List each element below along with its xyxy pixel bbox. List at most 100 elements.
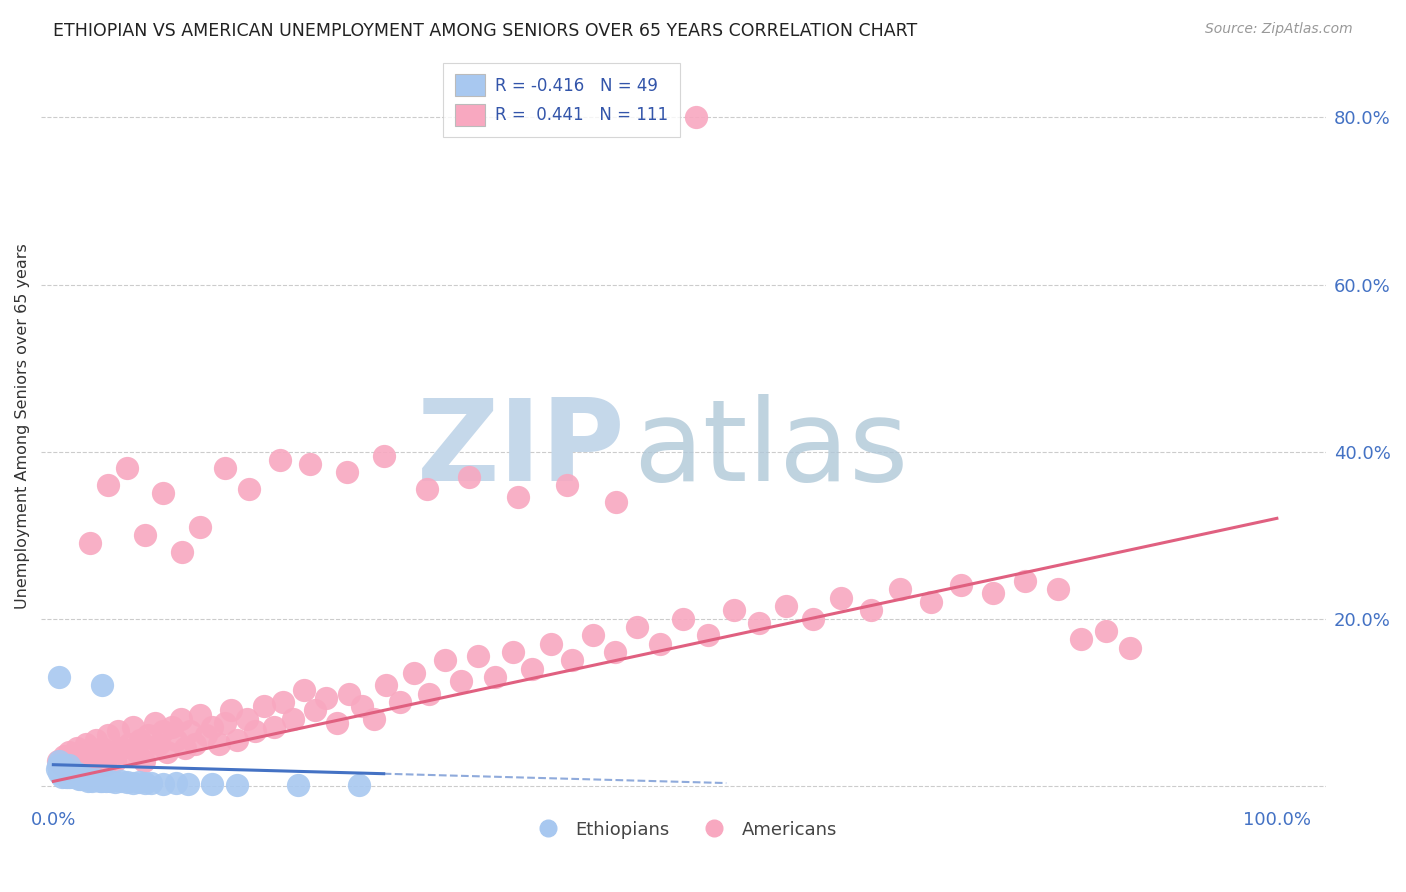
Text: ZIP: ZIP <box>418 393 626 505</box>
Point <box>160 720 183 734</box>
Point <box>60 766 83 780</box>
Point <box>830 591 852 605</box>
Point <box>238 482 260 496</box>
Point <box>184 737 207 751</box>
Point <box>152 777 174 791</box>
Point <box>82 773 104 788</box>
Point <box>555 478 578 492</box>
Point <box>418 687 440 701</box>
Point <box>134 776 156 790</box>
Point <box>79 745 101 759</box>
Point <box>152 724 174 739</box>
Point <box>502 645 524 659</box>
Point <box>273 695 295 709</box>
Point <box>179 724 201 739</box>
Point <box>98 773 121 788</box>
Point <box>450 674 472 689</box>
Point <box>84 772 107 786</box>
Point <box>48 754 70 768</box>
Point <box>415 482 437 496</box>
Point <box>79 536 101 550</box>
Point <box>125 745 148 759</box>
Point <box>59 770 82 784</box>
Point <box>110 774 132 789</box>
Point <box>107 724 129 739</box>
Point <box>75 772 97 786</box>
Point <box>339 687 361 701</box>
Point <box>97 478 120 492</box>
Point <box>89 749 111 764</box>
Point <box>60 754 83 768</box>
Point <box>336 466 359 480</box>
Point <box>685 111 707 125</box>
Point <box>115 461 138 475</box>
Point <box>91 773 114 788</box>
Point <box>58 757 80 772</box>
Point <box>201 720 224 734</box>
Point <box>56 762 79 776</box>
Point <box>287 778 309 792</box>
Point <box>69 749 91 764</box>
Point <box>66 770 89 784</box>
Point <box>363 712 385 726</box>
Point <box>697 628 720 642</box>
Point <box>315 690 337 705</box>
Point <box>58 766 80 780</box>
Point <box>84 732 107 747</box>
Text: Source: ZipAtlas.com: Source: ZipAtlas.com <box>1205 22 1353 37</box>
Point <box>375 678 398 692</box>
Point <box>775 599 797 613</box>
Point <box>672 611 695 625</box>
Point <box>165 732 187 747</box>
Point <box>49 762 72 776</box>
Point <box>373 449 395 463</box>
Point <box>52 766 75 780</box>
Point <box>1119 640 1142 655</box>
Point <box>152 486 174 500</box>
Point <box>235 712 257 726</box>
Point <box>253 699 276 714</box>
Point <box>46 754 69 768</box>
Point <box>347 778 370 792</box>
Point <box>75 737 97 751</box>
Point <box>1014 574 1036 588</box>
Point <box>214 461 236 475</box>
Point <box>48 766 70 780</box>
Point <box>188 707 211 722</box>
Point <box>650 637 672 651</box>
Point <box>195 729 218 743</box>
Point <box>920 595 942 609</box>
Point <box>582 628 605 642</box>
Point <box>51 757 73 772</box>
Point <box>225 732 247 747</box>
Point <box>69 770 91 784</box>
Point <box>73 770 96 784</box>
Point <box>63 757 86 772</box>
Point <box>245 724 267 739</box>
Point <box>103 775 125 789</box>
Point <box>134 528 156 542</box>
Point <box>188 519 211 533</box>
Text: ETHIOPIAN VS AMERICAN UNEMPLOYMENT AMONG SENIORS OVER 65 YEARS CORRELATION CHART: ETHIOPIAN VS AMERICAN UNEMPLOYMENT AMONG… <box>53 22 918 40</box>
Point <box>65 770 87 784</box>
Point <box>484 670 506 684</box>
Point <box>141 741 163 756</box>
Point <box>859 603 882 617</box>
Point <box>46 762 69 776</box>
Point <box>89 774 111 789</box>
Point <box>129 732 152 747</box>
Point <box>605 494 627 508</box>
Point <box>67 772 90 786</box>
Point <box>283 712 305 726</box>
Point <box>132 754 155 768</box>
Point <box>65 741 87 756</box>
Point <box>801 611 824 625</box>
Point <box>103 754 125 768</box>
Point <box>304 703 326 717</box>
Point <box>51 770 73 784</box>
Point <box>58 745 80 759</box>
Legend: Ethiopians, Americans: Ethiopians, Americans <box>523 814 844 846</box>
Point <box>748 615 770 630</box>
Point <box>114 749 136 764</box>
Point <box>55 770 77 784</box>
